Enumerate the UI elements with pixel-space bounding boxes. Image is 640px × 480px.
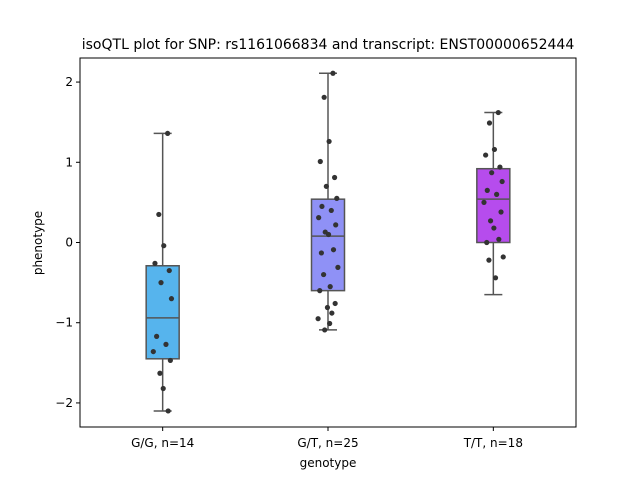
data-point: [160, 385, 166, 392]
data-point: [318, 250, 324, 256]
data-point: [167, 357, 173, 364]
y-tick-label: 2: [65, 75, 73, 89]
data-point: [319, 203, 325, 210]
data-point: [152, 260, 158, 266]
data-point: [328, 207, 334, 214]
plot-area: [145, 70, 511, 414]
box-group: [476, 109, 511, 296]
data-point: [494, 191, 500, 197]
data-point: [324, 304, 331, 311]
data-point: [317, 288, 323, 294]
y-tick-label: −1: [55, 316, 73, 330]
box: [145, 265, 180, 360]
data-point: [168, 296, 175, 302]
x-tick-label: G/G, n=14: [131, 436, 194, 450]
box-group: [145, 130, 180, 414]
x-tick-label: T/T, n=18: [463, 436, 523, 450]
data-point: [335, 264, 341, 270]
data-point: [161, 243, 167, 249]
data-point: [499, 178, 505, 185]
data-point: [317, 158, 323, 165]
data-point: [325, 231, 332, 238]
data-point: [150, 348, 156, 355]
box-group: [310, 70, 346, 333]
data-point: [322, 327, 328, 333]
chart-title: isoQTL plot for SNP: rs1161066834 and tr…: [82, 37, 575, 53]
data-point: [321, 94, 327, 100]
data-point: [498, 209, 504, 215]
data-point: [316, 215, 322, 221]
y-tick-label: 0: [65, 236, 73, 250]
data-point: [486, 120, 493, 126]
data-point: [484, 239, 490, 246]
axes: −2 −1 0 1 2 G/G, n=14 G/T, n=25 T/T, n=18: [55, 75, 523, 450]
y-tick-label: −2: [55, 396, 73, 410]
data-point: [166, 267, 172, 274]
data-point: [489, 170, 495, 176]
data-point: [334, 195, 340, 201]
data-point: [491, 225, 497, 231]
data-point: [330, 247, 337, 253]
data-point: [329, 310, 335, 316]
x-tick-label: G/T, n=25: [297, 436, 358, 450]
data-point: [165, 408, 171, 414]
x-axis-label: genotype: [300, 456, 357, 470]
data-point: [163, 341, 169, 347]
box: [476, 167, 511, 244]
y-axis-label: phenotype: [31, 211, 45, 275]
data-point: [495, 109, 501, 116]
data-point: [497, 164, 503, 170]
data-point: [156, 211, 162, 218]
data-point: [326, 138, 332, 145]
data-point: [158, 280, 164, 286]
data-point: [323, 183, 329, 189]
data-point: [333, 222, 339, 228]
data-point: [483, 152, 489, 158]
data-point: [484, 187, 490, 193]
data-point: [492, 275, 499, 281]
data-point: [327, 320, 333, 327]
data-point: [332, 300, 338, 307]
data-point: [500, 254, 506, 260]
data-point: [491, 146, 498, 153]
y-tick-label: 1: [65, 155, 73, 169]
data-point: [321, 271, 327, 278]
data-point: [165, 130, 171, 137]
data-point: [486, 257, 492, 263]
data-point: [154, 333, 160, 339]
box: [310, 198, 346, 292]
data-point: [496, 236, 502, 242]
data-point: [481, 199, 487, 205]
data-point: [332, 174, 338, 181]
data-point: [315, 316, 321, 322]
data-point: [487, 218, 494, 224]
data-point: [330, 70, 336, 76]
data-point: [327, 284, 333, 290]
data-point: [157, 370, 163, 376]
